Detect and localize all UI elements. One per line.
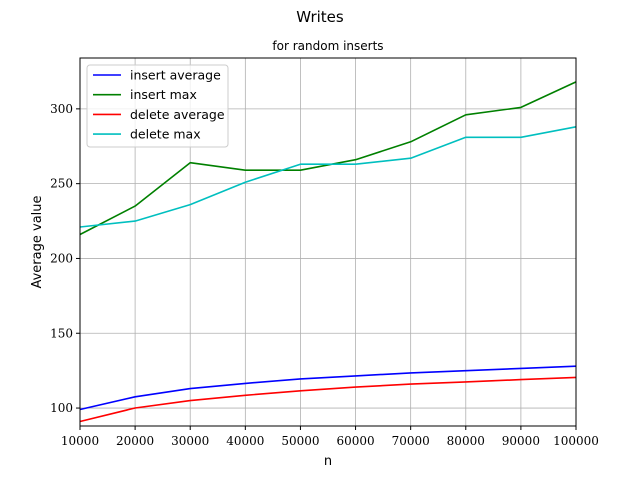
- series-line-delete-max: [79, 126, 577, 228]
- x-tick-label: 50000: [281, 434, 319, 448]
- x-tick-label: 100000: [553, 434, 599, 448]
- series-line-delete-average: [79, 376, 577, 423]
- series-lines: [79, 81, 577, 423]
- x-tick-label: 90000: [502, 434, 540, 448]
- y-tick-label: 150: [50, 326, 73, 340]
- x-tick-label: 60000: [336, 434, 374, 448]
- x-tick-label: 20000: [116, 434, 154, 448]
- x-tick-label: 10000: [61, 434, 99, 448]
- series-line-insert-average: [79, 365, 577, 411]
- x-tick-label: 40000: [226, 434, 264, 448]
- chart-subtitle: for random inserts: [272, 39, 383, 53]
- y-tick-label: 300: [50, 102, 73, 116]
- legend-box: [86, 64, 229, 148]
- legend: insert average insert max delete average de…: [86, 64, 229, 148]
- chart-title: Writes: [296, 8, 344, 26]
- grid: [79, 58, 577, 426]
- y-tick-label: 250: [50, 177, 73, 191]
- legend-label-delete-average: delete average: [130, 107, 225, 122]
- legend-label-insert-max: insert max: [130, 87, 197, 102]
- legend-label-delete-max: delete max: [130, 127, 201, 142]
- x-tick-label: 70000: [392, 434, 430, 448]
- legend-label-insert-average: insert average: [130, 68, 221, 83]
- x-tick-label: 30000: [171, 434, 209, 448]
- x-tick-label: 80000: [447, 434, 485, 448]
- y-tick-label: 100: [50, 401, 73, 415]
- plot-area-frame: [79, 57, 577, 427]
- ticks: 10000 20000 30000 40000 50000 60000 70000 80000…: [50, 102, 599, 448]
- y-axis-label: Average value: [30, 195, 45, 288]
- x-axis-label: n: [324, 454, 332, 469]
- y-tick-label: 200: [50, 251, 73, 265]
